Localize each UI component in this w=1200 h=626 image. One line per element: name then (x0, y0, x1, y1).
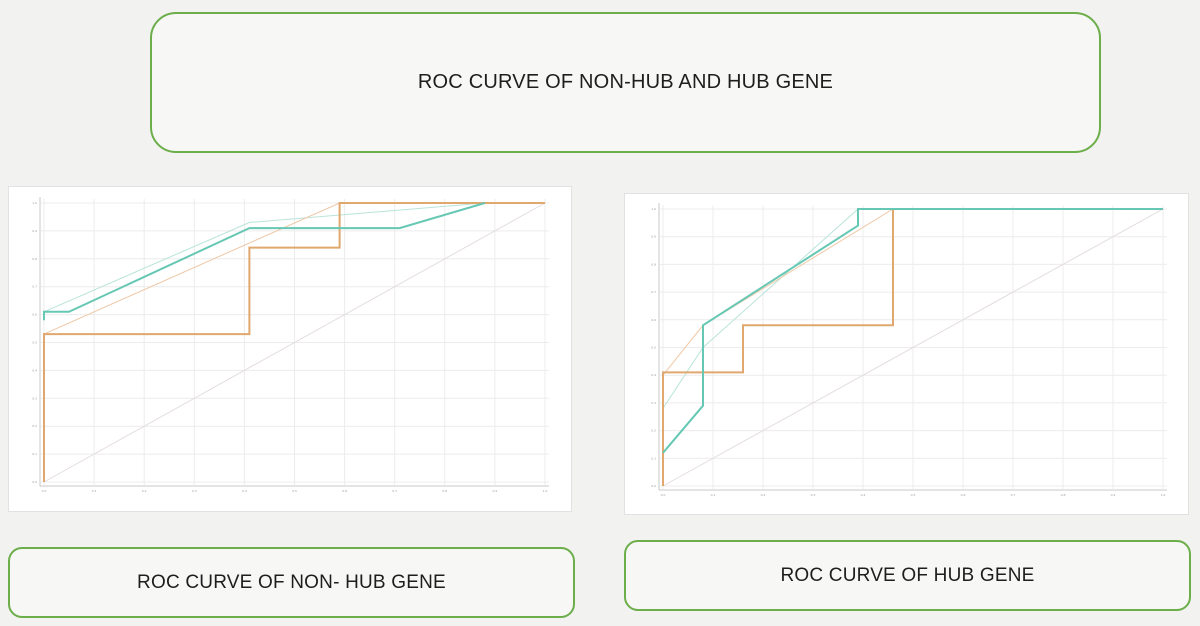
caption-non-hub-box: ROC CURVE OF NON- HUB GENE (8, 547, 575, 618)
caption-hub-box: ROC CURVE OF HUB GENE (624, 540, 1191, 611)
roc-curve-diagonal (43, 202, 546, 483)
y-tick-label: 0.1 (32, 452, 37, 456)
y-tick-label: 0.8 (32, 257, 37, 261)
x-tick-label: 0.5 (911, 493, 916, 497)
roc-curve-orange (43, 202, 545, 482)
caption-hub: ROC CURVE OF HUB GENE (780, 564, 1035, 586)
y-tick-label: 0.7 (32, 285, 37, 289)
y-tick-label: 0.5 (651, 346, 656, 350)
x-tick-label: 0.7 (392, 489, 397, 493)
x-tick-label: 0.7 (1011, 493, 1016, 497)
x-tick-label: 0.0 (661, 493, 666, 497)
y-tick-label: 1.0 (32, 201, 37, 205)
y-tick-label: 0.4 (32, 368, 37, 372)
y-tick-label: 0.5 (32, 341, 37, 345)
x-tick-label: 0.6 (342, 489, 347, 493)
roc-curve-teal (662, 208, 1163, 454)
x-tick-label: 0.3 (192, 489, 197, 493)
x-tick-label: 0.0 (42, 489, 47, 493)
y-tick-label: 1.0 (651, 207, 656, 211)
roc-chart-hub-svg: 0.0 0.1 0.2 0.3 0.4 0.5 0.6 0.7 0.8 0.9 1.0 0.0 0.1 0… (624, 193, 1189, 515)
y-tick-label: 0.7 (651, 290, 656, 294)
y-tick-label: 0.6 (32, 313, 37, 317)
y-tick-label: 0.6 (651, 318, 656, 322)
y-tick-label: 0.2 (651, 429, 656, 433)
y-tick-label: 0.9 (32, 229, 37, 233)
main-title: ROC CURVE OF NON-HUB AND HUB GENE (417, 71, 834, 93)
roc-curve-teal (43, 202, 486, 321)
y-tick-label: 0.1 (651, 456, 656, 460)
y-tick-label: 0.8 (651, 262, 656, 266)
x-tick-label: 1.0 (1161, 493, 1166, 497)
x-tick-label: 0.9 (493, 489, 498, 493)
y-tick-label: 0.0 (651, 484, 656, 488)
x-tick-label: 0.1 (92, 489, 97, 493)
y-tick-label: 0.3 (651, 401, 656, 405)
roc-chart-hub: 0.0 0.1 0.2 0.3 0.4 0.5 0.6 0.7 0.8 0.9 1.0 0.0 0.1 0… (624, 193, 1189, 515)
roc-chart-non-hub: 0.0 0.1 0.2 0.3 0.4 0.5 0.6 0.7 0.8 0.9 1.0 0.0 0.1 0… (8, 186, 572, 512)
x-tick-label: 0.9 (1111, 493, 1116, 497)
main-title-box: ROC CURVE OF NON-HUB AND HUB GENE (150, 12, 1101, 153)
y-tick-label: 0.2 (32, 424, 37, 428)
x-tick-label: 0.4 (861, 493, 866, 497)
x-tick-label: 1.0 (543, 489, 548, 493)
y-tick-label: 0.9 (651, 235, 656, 239)
roc-curve-light-teal (43, 202, 485, 313)
roc-curve-diagonal (662, 208, 1164, 487)
x-tick-label: 0.6 (961, 493, 966, 497)
x-tick-label: 0.1 (711, 493, 716, 497)
x-tick-label: 0.8 (442, 489, 447, 493)
x-tick-label: 0.3 (811, 493, 816, 497)
y-tick-label: 0.0 (32, 480, 37, 484)
y-tick-label: 0.3 (32, 396, 37, 400)
chart-frame (8, 186, 572, 512)
x-tick-label: 0.4 (242, 489, 247, 493)
roc-chart-non-hub-svg: 0.0 0.1 0.2 0.3 0.4 0.5 0.6 0.7 0.8 0.9 1.0 0.0 0.1 0… (8, 186, 572, 512)
y-tick-label: 0.4 (651, 373, 656, 377)
chart-frame (624, 193, 1189, 515)
x-tick-label: 0.5 (292, 489, 297, 493)
x-tick-label: 0.2 (142, 489, 147, 493)
caption-non-hub: ROC CURVE OF NON- HUB GENE (137, 571, 446, 593)
x-tick-label: 0.2 (761, 493, 766, 497)
x-tick-label: 0.8 (1061, 493, 1066, 497)
